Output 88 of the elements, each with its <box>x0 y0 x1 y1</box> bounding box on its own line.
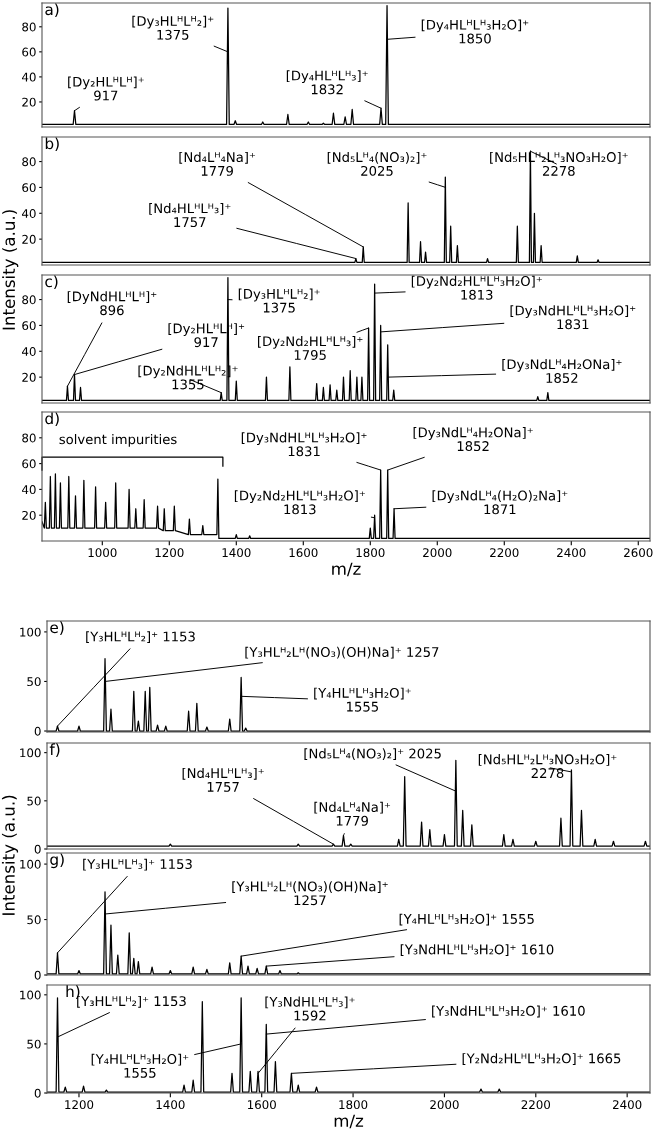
y-tick-label: 100 <box>20 990 41 1000</box>
x-tick-label: 2400 <box>557 548 586 558</box>
y-tick-label: 100 <box>20 748 41 758</box>
annotation: [Dy₃NdLᴴ₄H₂ONa]⁺ 1852 <box>413 427 533 452</box>
annotation: [Y₃NdHLᴴLᴴ₃H₂O]⁺ 1610 <box>432 1005 585 1018</box>
x-tick-label: 1400 <box>222 548 251 558</box>
annotation: [Nd₅HLᴴ₂Lᴴ₃NO₃H₂O]⁺ 2278 <box>478 754 617 779</box>
annotation: [Dy₂Nd₂HLᴴLᴴ₃H₂O]⁺ 1813 <box>411 275 542 300</box>
y-tick-label: 0 <box>34 970 41 980</box>
annotation: [Y₄HLᴴLᴴ₃H₂O]⁺ 1555 <box>314 687 411 712</box>
annotation: [Nd₄HLᴴLᴴ₃]⁺ 1757 <box>182 767 264 792</box>
chart-title: f) <box>49 743 60 757</box>
chart-title: a) <box>45 3 59 17</box>
annotation: [Nd₅Lᴴ₄(NO₃)₂]⁺ 2025 <box>327 151 427 176</box>
annotation: [Dy₃HLᴴLᴴ₂]⁺ 1375 <box>132 15 214 40</box>
y-tick-label: 60 <box>22 47 36 57</box>
y-tick-label: 50 <box>27 915 41 925</box>
y-tick-label: 80 <box>22 295 36 305</box>
x-axis-title: m/z <box>334 1114 364 1129</box>
y-tick-label: 60 <box>22 183 36 193</box>
annotation: [Dy₂Nd₂HLᴴLᴴ₃H₂O]⁺ 1813 <box>234 490 365 515</box>
annotation: [Y₄HLᴴLᴴ₃H₂O]⁺ 1555 <box>91 1053 189 1078</box>
annotation: [Y₃NdHLᴴLᴴ₃]⁺ 1592 <box>265 996 355 1021</box>
x-tick-label: 1600 <box>289 548 318 558</box>
annotation: [Nd₄Lᴴ₄Na]⁺ 1779 <box>179 151 256 176</box>
annotation: [Dy₂HLᴴLᴴ]⁺ 917 <box>68 76 144 101</box>
annotation: [Dy₃NdHLᴴLᴴ₃H₂O]⁺ 1831 <box>241 432 367 457</box>
y-tick-label: 100 <box>20 859 41 869</box>
annotation: [Y₃HLᴴ₂Lᴴ(NO₃)(OH)Na]⁺ 1257 <box>232 881 388 906</box>
y-tick-label: 40 <box>22 485 36 495</box>
annotation: [Dy₃NdHLᴴLᴴ₃H₂O]⁺ 1831 <box>510 305 636 330</box>
annotation: [Y₂Nd₂HLᴴLᴴ₃H₂O]⁺ 1665 <box>462 1053 621 1065</box>
y-tick-label: 80 <box>22 433 36 443</box>
y-axis-title: Intensity (a.u.) <box>1 795 19 915</box>
chart-title: c) <box>45 275 58 290</box>
y-tick-label: 20 <box>22 510 36 520</box>
x-tick-label: 2200 <box>490 548 519 558</box>
y-tick-label: 50 <box>27 796 41 806</box>
x-tick-label: 2600 <box>624 548 653 558</box>
y-tick-label: 40 <box>22 347 36 356</box>
y-axis-title: Intensity (a.u.) <box>2 210 19 330</box>
annotation: [Y₃HLᴴ₂Lᴴ(NO₃)(OH)Na]⁺ 1257 <box>245 646 439 659</box>
annotation: [Y₃HLᴴLᴴ₃]⁺ 1153 <box>83 858 192 871</box>
y-tick-label: 60 <box>22 321 36 331</box>
annotation: [Nd₄Lᴴ₄Na]⁺ 1779 <box>314 801 391 826</box>
chart-title: g) <box>50 853 64 869</box>
x-tick-label: 1800 <box>339 1100 368 1110</box>
annotation: [Dy₄HLᴴLᴴ₃]⁺ 1832 <box>286 70 368 95</box>
annotation: [Nd₅Lᴴ₄(NO₃)₂]⁺ 2025 <box>304 748 441 761</box>
y-tick-label: 80 <box>22 22 36 32</box>
annotation: [Dy₂Nd₂HLᴴLᴴ₃]⁺ 1795 <box>258 335 363 360</box>
annotation: [Dy₄HLᴴLᴴ₃H₂O]⁺ 1850 <box>421 19 529 44</box>
annotation: [Y₄HLᴴLᴴ₃H₂O]⁺ 1555 <box>399 913 534 926</box>
x-tick-label: 2000 <box>423 548 452 558</box>
y-tick-label: 40 <box>22 72 36 82</box>
annotation: [Dy₃NdLᴴ₄H₂ONa]⁺ 1852 <box>502 359 622 383</box>
y-tick-label: 0 <box>34 726 41 736</box>
y-tick-label: 20 <box>22 372 36 382</box>
chart-title: b) <box>45 137 59 152</box>
annotation: [Dy₃NdLᴴ₄(H₂O)₂Na]⁺ 1871 <box>432 490 568 515</box>
x-tick-label: 1800 <box>356 548 385 558</box>
y-tick-label: 40 <box>22 209 36 218</box>
y-tick-label: 60 <box>22 459 36 469</box>
x-tick-label: 2000 <box>430 1100 459 1110</box>
x-tick-label: 1400 <box>156 1100 185 1110</box>
chart-title: e) <box>50 621 64 635</box>
annotation: [Dy₃HLᴴLᴴ₂]⁺ 1375 <box>238 288 320 313</box>
y-tick-label: 20 <box>22 97 36 107</box>
x-tick-label: 1600 <box>247 1100 276 1110</box>
y-tick-label: 80 <box>22 157 36 167</box>
x-tick-label: 2200 <box>521 1100 551 1110</box>
annotation: [Y₃HLᴴLᴴ₂]⁺ 1153 <box>86 631 195 644</box>
x-tick-label: 2400 <box>613 1100 642 1110</box>
x-tick-label: 1200 <box>155 548 184 558</box>
y-tick-label: 100 <box>20 627 41 637</box>
y-tick-label: 50 <box>27 1039 41 1049</box>
x-tick-label: 1000 <box>88 548 117 558</box>
y-tick-label: 20 <box>22 234 36 244</box>
chart-title: d) <box>45 412 59 427</box>
annotation: solvent impurities <box>59 434 177 447</box>
y-tick-label: 0 <box>34 844 41 854</box>
y-tick-label: 0 <box>34 1088 41 1098</box>
x-axis-title: m/z <box>332 562 361 577</box>
y-tick-label: 50 <box>27 677 41 687</box>
annotation: [DyNdHLᴴLᴴ]⁺ 896 <box>67 291 157 316</box>
annotation: [Y₃NdHLᴴLᴴ₃H₂O]⁺ 1610 <box>400 944 554 956</box>
x-tick-label: 1200 <box>65 1100 94 1110</box>
annotation: [Nd₄HLᴴLᴴ₃]⁺ 1757 <box>149 203 231 228</box>
